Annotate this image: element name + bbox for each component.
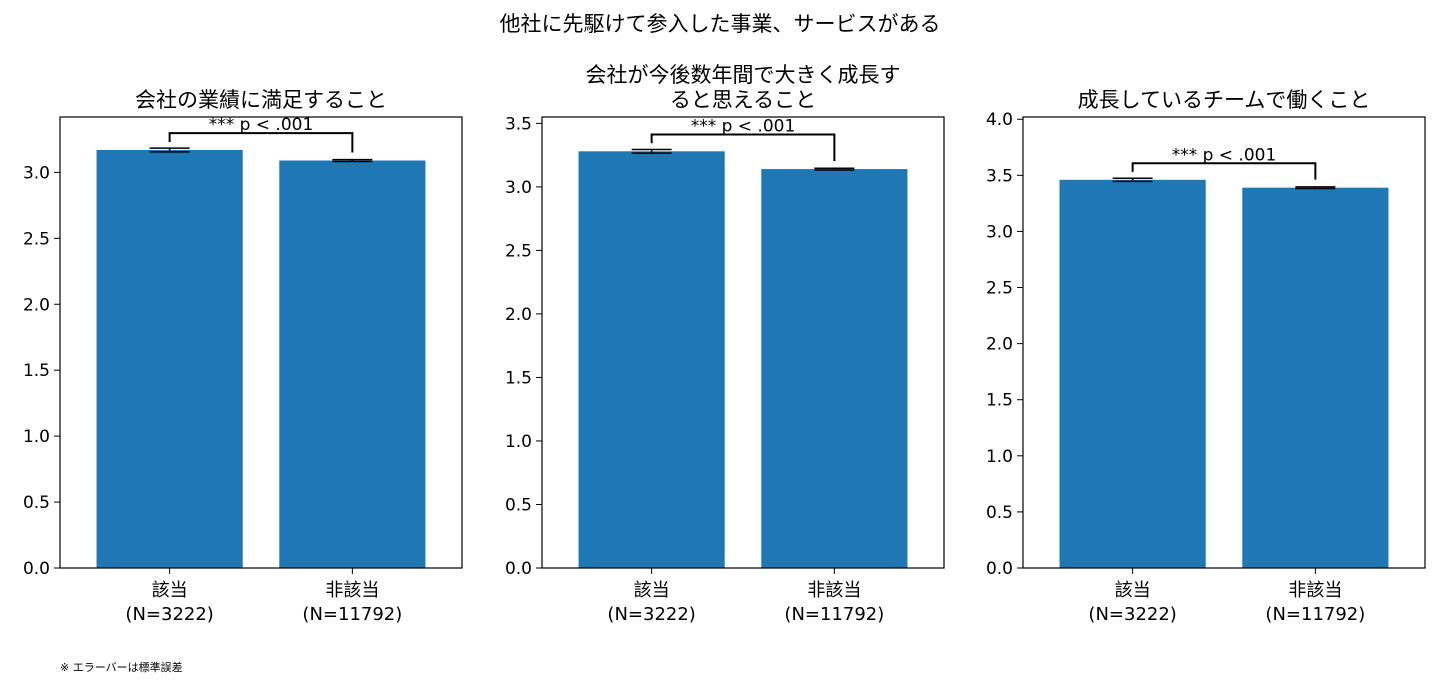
y-tick-label: 0.0: [986, 559, 1013, 579]
y-tick-label: 3.0: [505, 178, 532, 198]
bar-1: [96, 149, 243, 568]
bar-1: [1059, 179, 1206, 568]
x-tick-label: 非該当(N=11792): [1265, 580, 1365, 625]
significance-bracket: *** p < .001: [1131, 145, 1317, 180]
panel-title: 成長しているチームで働くこと: [1078, 88, 1371, 112]
y-tick-label: 2.5: [505, 241, 532, 261]
y-tick-label: 3.5: [986, 166, 1013, 186]
y-tick-label: 3.5: [505, 114, 532, 134]
x-tick-label: 非該当(N=11792): [784, 580, 884, 625]
bar-2: [1242, 187, 1389, 568]
significance-label: *** p < .001: [209, 115, 314, 135]
panel-title: 会社の業績に満足すること: [135, 88, 387, 112]
error-bar-2: [332, 158, 373, 163]
y-tick-label: 2.0: [986, 335, 1013, 355]
chart-panel-1: *** p < .001 0.0 0.5 1.0 1.5 2.0 2.5 3.0 該当(N=32…: [23, 88, 463, 625]
y-tick-label: 0.0: [23, 559, 50, 579]
x-tick-label: 該当(N=3222): [607, 580, 695, 625]
error-bar-1: [631, 148, 672, 154]
y-tick-label: 0.5: [986, 503, 1013, 523]
bar-2: [761, 169, 908, 568]
x-tick-label: 非該当(N=11792): [302, 580, 402, 625]
panel-title: 会社が今後数年間で大きく成長すると思えること: [586, 63, 901, 112]
bracket-line: [168, 132, 354, 153]
bracket-line: [1131, 162, 1317, 180]
y-tick-label: 1.5: [986, 391, 1013, 411]
y-tick-label: 4.0: [986, 110, 1013, 130]
y-tick-label: 2.0: [23, 295, 50, 315]
y-tick-label: 0.5: [23, 493, 50, 513]
y-tick-label: 0.0: [505, 559, 532, 579]
significance-bracket: *** p < .001: [650, 117, 836, 162]
y-tick-label: 2.5: [986, 279, 1013, 299]
error-bar-1: [149, 147, 190, 153]
significance-label: *** p < .001: [1172, 145, 1277, 165]
y-tick-label: 2.0: [505, 305, 532, 325]
error-bar-2: [814, 167, 855, 171]
error-bar-1: [1112, 177, 1153, 183]
axes-frame: [1022, 116, 1426, 569]
error-bar-2: [1295, 186, 1336, 190]
y-tick-label: 0.5: [505, 495, 532, 515]
bar-2: [279, 160, 426, 568]
footnote: ※ エラーバーは標準誤差: [60, 661, 183, 674]
bracket-line: [650, 133, 836, 162]
x-tick-label: 該当(N=3222): [1088, 580, 1176, 625]
axes-frame: [541, 116, 945, 569]
y-tick-label: 1.0: [986, 447, 1013, 467]
y-tick-label: 3.0: [23, 163, 50, 183]
y-tick-label: 1.0: [505, 432, 532, 452]
chart-panel-3: *** p < .001 0.0 0.5 1.0 1.5 2.0 2.5 3.0 3.5 4.0 該…: [986, 88, 1426, 625]
chart-panel-2: *** p < .001 0.0 0.5 1.0 1.5 2.0 2.5 3.0 3.5 該当(N…: [505, 63, 945, 625]
x-tick-label: 該当(N=3222): [125, 580, 213, 625]
axes-frame: [59, 116, 463, 569]
y-tick-label: 1.5: [23, 361, 50, 381]
y-tick-label: 1.5: [505, 368, 532, 388]
bar-1: [578, 151, 725, 569]
figure-title: 他社に先駆けて参入した事業、サービスがある: [499, 12, 941, 36]
y-tick-label: 1.0: [23, 427, 50, 447]
y-tick-label: 3.0: [986, 222, 1013, 242]
significance-label: *** p < .001: [691, 117, 796, 137]
significance-bracket: *** p < .001: [168, 115, 354, 153]
y-tick-label: 2.5: [23, 229, 50, 249]
